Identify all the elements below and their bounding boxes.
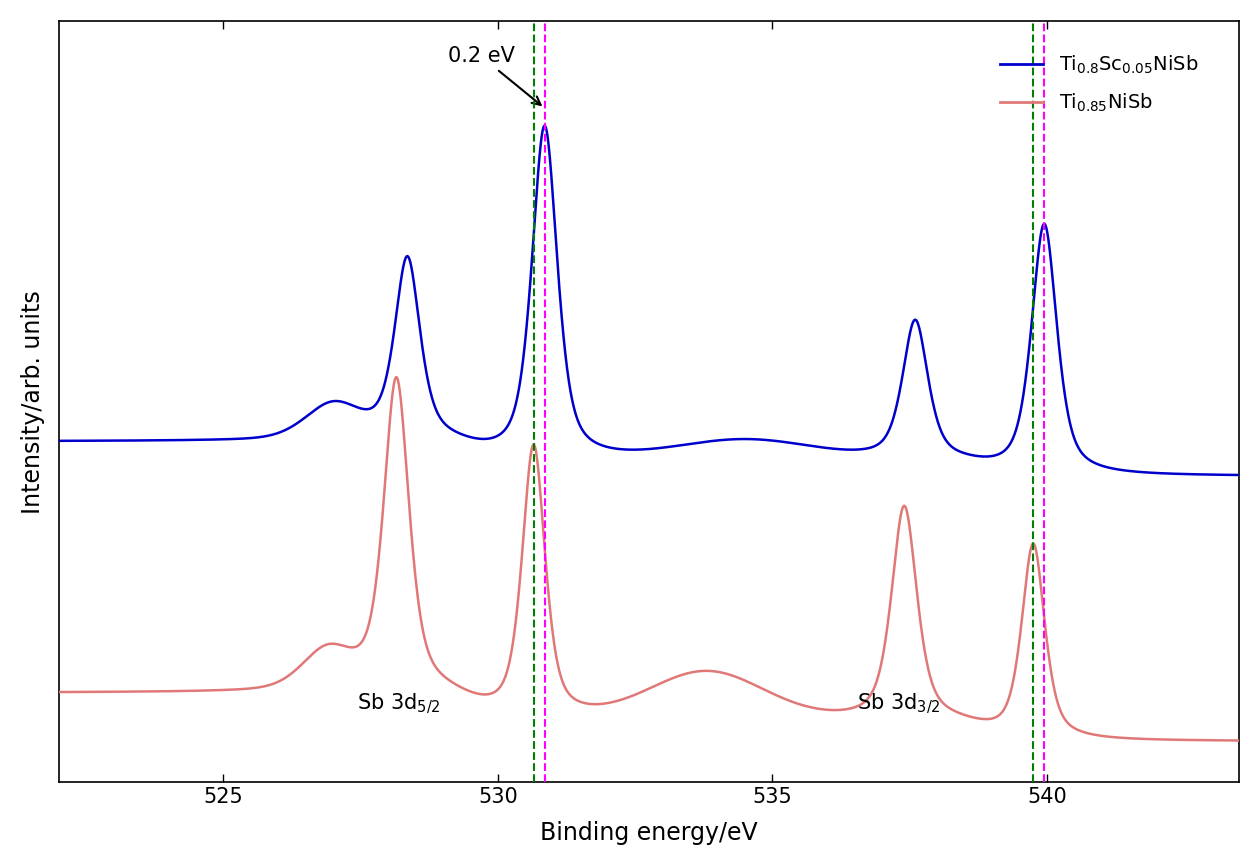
- Y-axis label: Intensity/arb. units: Intensity/arb. units: [21, 290, 45, 514]
- Text: Sb 3d$_{3/2}$: Sb 3d$_{3/2}$: [857, 692, 940, 716]
- Text: Sb 3d$_{5/2}$: Sb 3d$_{5/2}$: [358, 692, 441, 716]
- Legend: Ti$_{0.8}$Sc$_{0.05}$NiSb, Ti$_{0.85}$NiSb: Ti$_{0.8}$Sc$_{0.05}$NiSb, Ti$_{0.85}$Ni…: [993, 46, 1206, 121]
- X-axis label: Binding energy/eV: Binding energy/eV: [541, 821, 757, 845]
- Text: 0.2 eV: 0.2 eV: [447, 46, 541, 105]
